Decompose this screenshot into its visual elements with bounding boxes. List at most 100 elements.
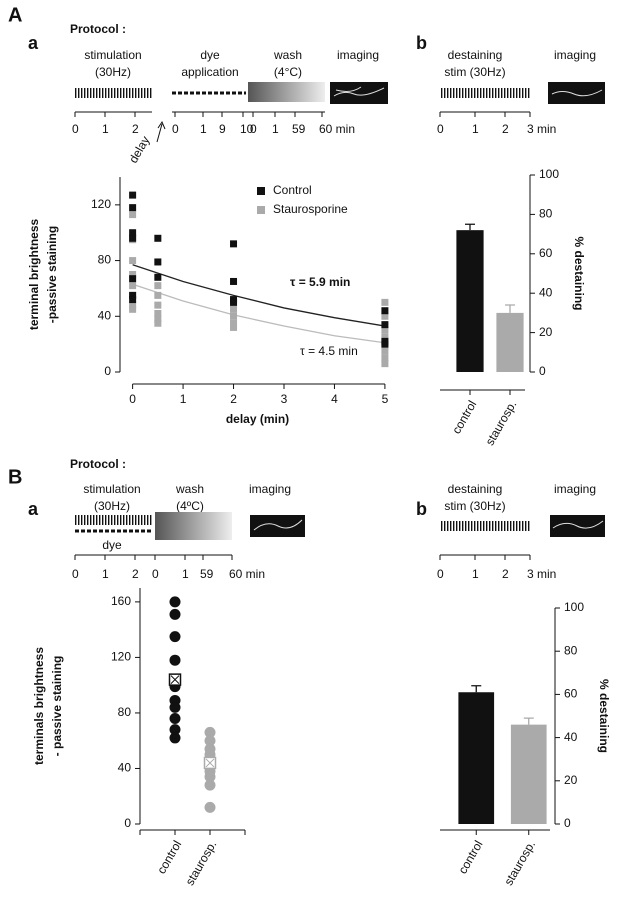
timeline-label: 2 [132,122,139,136]
timeline-label: 0 [437,122,444,136]
x-tick-label: control [455,838,485,876]
point [230,298,238,306]
timeline-label: 2 [502,122,509,136]
y-tick-label: 0 [104,364,111,378]
step-label: wash [273,48,302,62]
error-bar [465,223,475,231]
point [381,321,389,329]
timeline-label: 1 [182,567,189,581]
step-label: (30Hz) [94,499,130,513]
image-detail [552,520,604,529]
legend-label: Staurosporine [273,202,348,216]
timeline-label: 1 [472,122,479,136]
x-axis-label: delay (min) [226,412,289,426]
x-tick-label: 2 [230,392,237,406]
point [169,712,181,724]
point [154,273,162,281]
bar [510,724,547,824]
point [129,275,137,283]
panel-label: B [8,466,22,488]
error-bar [505,304,515,313]
point [129,191,137,199]
x-tick-label: staurosp. [483,398,520,448]
point [204,771,216,783]
timeline-label: 59 [292,122,306,136]
fit-curve [132,283,385,344]
point [154,282,162,290]
point [169,596,181,608]
x-tick-label: staurosp. [183,838,220,888]
y-tick-label: 20 [564,773,578,787]
mean-cross [205,758,215,768]
panel-label: a [28,33,39,53]
step-label: imaging [249,482,291,496]
point [230,323,238,331]
point [169,631,181,643]
point [381,360,389,368]
y-tick-label: 80 [539,207,553,221]
point [204,801,216,813]
x-tick-label: control [154,838,184,876]
step-label: stimulation [83,482,140,496]
step-label: imaging [554,48,596,62]
timeline-label: 0 [250,122,257,136]
point [169,608,181,620]
bar [458,692,495,824]
point [169,732,181,744]
step-label: stim (30Hz) [444,65,505,79]
dye-label: dye [102,538,122,552]
y-tick-label: 100 [539,167,559,181]
point [154,258,162,266]
point [129,296,137,304]
x-tick-label: 1 [180,392,187,406]
image-detail [551,89,603,97]
point [381,312,389,320]
point [381,340,389,348]
legend-label: Control [273,183,312,197]
step-label: imaging [337,48,379,62]
point [230,312,238,320]
panel-label: b [416,499,427,519]
step-label: wash [175,482,204,496]
timeline-label: 0 [72,567,79,581]
timeline-label: 0 [152,567,159,581]
image-detail [253,519,303,531]
point [204,779,216,791]
timeline-label: 0 [172,122,179,136]
y-axis-label: terminals brightness [32,647,46,765]
timeline-label: 1 [200,122,207,136]
point [169,724,181,736]
wash-bar [155,512,232,540]
y-axis-label: % destaining [597,679,611,753]
point [381,326,389,334]
y-tick-label: 0 [124,816,131,830]
point [204,735,216,747]
timeline-label: 1 [272,122,279,136]
bar [456,230,484,372]
stim-train [75,88,152,98]
y-tick-label: 120 [111,650,131,664]
y-tick-label: 40 [118,761,132,775]
y-tick-label: 40 [98,308,112,322]
point [129,229,137,237]
panel-label: b [416,33,427,53]
timeline-label: 9 [219,122,226,136]
point [169,701,181,713]
timeline-label: 1 [102,122,109,136]
point [230,319,238,327]
timeline-label: 1 [472,567,479,581]
y-axis-label: % destaining [572,236,586,310]
point [129,257,137,265]
timeline-label: 60 min [229,567,265,581]
timeline-label: 3 min [527,122,556,136]
timeline-label: 3 min [527,567,556,581]
panel-label: a [28,499,39,519]
x-tick-label: 5 [382,392,389,406]
point [129,305,137,313]
step-label: dye [200,48,220,62]
x-tick-label: staurosp. [501,838,538,888]
point [154,291,162,299]
image [330,82,388,104]
timeline-label: 2 [132,567,139,581]
protocol-title: Protocol : [70,22,126,36]
